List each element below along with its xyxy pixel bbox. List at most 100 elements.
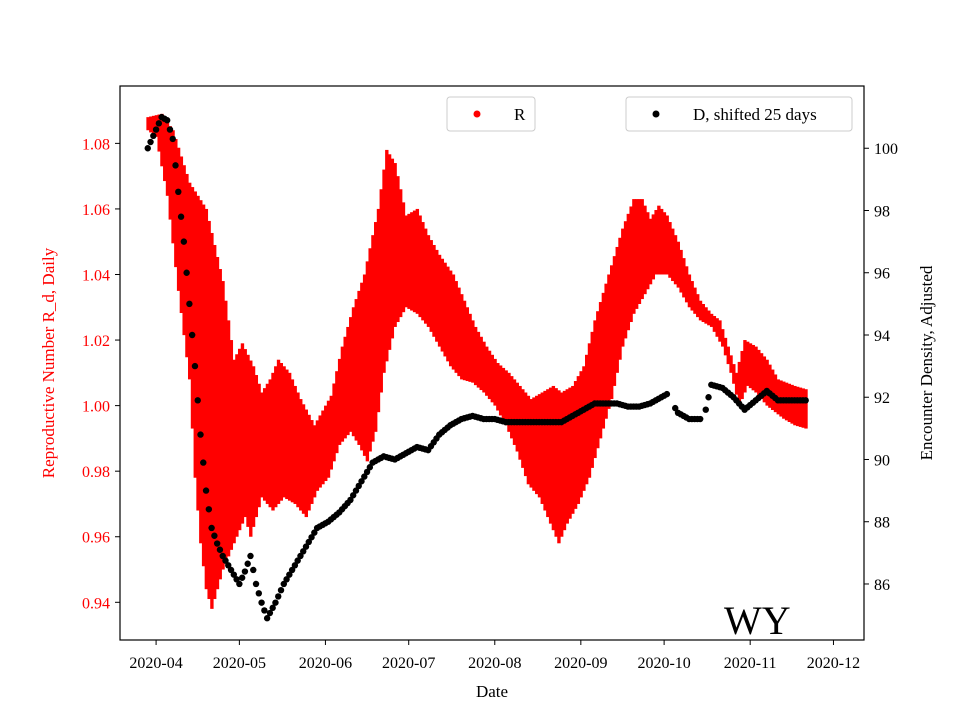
r-band-bar: [601, 292, 606, 429]
r-band-bar: [582, 366, 586, 491]
x-tick-label: 2020-09: [554, 655, 607, 672]
r-band-bar: [401, 202, 406, 313]
r-band-bar: [399, 189, 403, 318]
r-band-bar: [421, 222, 425, 321]
r-band-bar: [268, 379, 272, 508]
r-band-bar: [460, 294, 464, 380]
r-band-bar: [451, 274, 456, 370]
r-band-bar: [412, 210, 417, 313]
r-band-bar: [179, 156, 184, 314]
d-scatter-point: [244, 560, 251, 567]
r-band-bar: [385, 149, 389, 362]
r-band-bar: [260, 392, 264, 498]
r-band-bar: [204, 208, 209, 590]
r-band-bar: [757, 349, 761, 396]
r-band-bar: [557, 390, 561, 544]
r-band-bar: [662, 212, 667, 275]
r-band-bar: [646, 212, 650, 290]
r-band-bar: [357, 290, 361, 445]
r-band-bar: [510, 376, 514, 439]
right-y-tick-label: 86: [874, 577, 890, 594]
r-band-bar: [210, 232, 214, 609]
r-band-bar: [665, 215, 669, 275]
d-scatter-point: [288, 566, 296, 574]
r-band-bar: [673, 235, 678, 285]
d-scatter-point: [308, 534, 315, 541]
left-y-axis-title: Reproductive Number R_d, Daily: [39, 247, 58, 478]
r-band-bar: [324, 405, 328, 482]
r-band-bar: [732, 364, 736, 384]
d-scatter-point: [155, 120, 163, 127]
r-band-bar: [249, 360, 253, 537]
r-band-bar: [354, 299, 358, 441]
r-band-bar: [237, 348, 242, 531]
r-band-bar: [457, 287, 461, 377]
d-scatter-point: [219, 552, 226, 560]
r-band-bar: [154, 115, 159, 137]
r-band-bar: [468, 313, 472, 382]
r-band-bar: [793, 385, 797, 426]
r-band-bar: [529, 399, 533, 488]
r-band-bar: [404, 215, 408, 308]
r-band-bar: [329, 395, 333, 470]
d-scatter-point: [200, 459, 207, 466]
r-band-bar: [276, 359, 281, 504]
d-scatter-point: [266, 609, 274, 617]
r-band-bar: [598, 302, 603, 439]
d-scatter-point: [252, 580, 260, 588]
r-band-bar: [596, 311, 600, 449]
r-band-bar: [235, 354, 239, 537]
r-band-bar: [540, 392, 544, 504]
r-band-bar: [262, 388, 267, 501]
d-scatter-point: [180, 238, 188, 245]
d-scatter-point: [227, 566, 235, 574]
r-band-bar: [429, 240, 433, 332]
r-band-bar: [726, 346, 730, 365]
right-y-tick-label: 92: [874, 390, 890, 407]
d-scatter-point: [175, 188, 182, 196]
d-scatter-point: [275, 593, 282, 600]
r-band-bar: [659, 208, 664, 275]
r-band-bar: [671, 228, 675, 282]
d-scatter-point: [361, 473, 368, 480]
r-band-bar: [523, 392, 528, 477]
r-band-bar: [257, 383, 261, 508]
r-band-bar: [668, 222, 672, 278]
legend-r-box: [446, 96, 536, 132]
r-band-bar: [634, 199, 639, 309]
r-band-bar: [310, 420, 314, 504]
d-scatter-point: [236, 580, 243, 588]
x-tick-label: 2020-12: [807, 655, 860, 672]
r-band-bar: [585, 354, 589, 485]
r-band-bar: [349, 317, 353, 432]
d-scatter-point: [352, 487, 360, 494]
left-y-tick-label: 0.94: [82, 595, 110, 612]
r-band-bar: [437, 254, 442, 347]
r-band-bar: [473, 326, 478, 386]
r-band-bar: [476, 331, 481, 388]
d-scatter-series: [144, 113, 809, 622]
r-band-bar: [432, 244, 436, 337]
d-scatter-point: [194, 397, 201, 404]
r-band-bar: [410, 212, 414, 311]
d-scatter-point: [663, 390, 671, 398]
x-tick-label: 2020-11: [724, 655, 777, 672]
d-scatter-point: [191, 362, 199, 370]
r-band-bar: [462, 300, 467, 381]
r-band-bar: [526, 395, 531, 485]
left-y-axis-ticks: 0.94 0.96 0.98 1.00 1.02 1.04 1.06 1.08: [82, 136, 120, 612]
r-band-bar: [590, 331, 594, 468]
r-band-bar: [182, 165, 186, 336]
d-scatter-point: [213, 540, 221, 547]
r-band-bar: [435, 249, 439, 342]
r-band-bar: [682, 258, 686, 298]
r-band-bar: [307, 414, 311, 511]
r-band-bar: [746, 341, 750, 386]
r-band-bar: [485, 346, 489, 396]
r-band-bar: [623, 221, 628, 339]
r-band-bar: [535, 395, 539, 495]
d-scatter-point: [291, 562, 299, 569]
r-band-bar: [707, 310, 711, 326]
r-band-bar: [612, 256, 617, 386]
